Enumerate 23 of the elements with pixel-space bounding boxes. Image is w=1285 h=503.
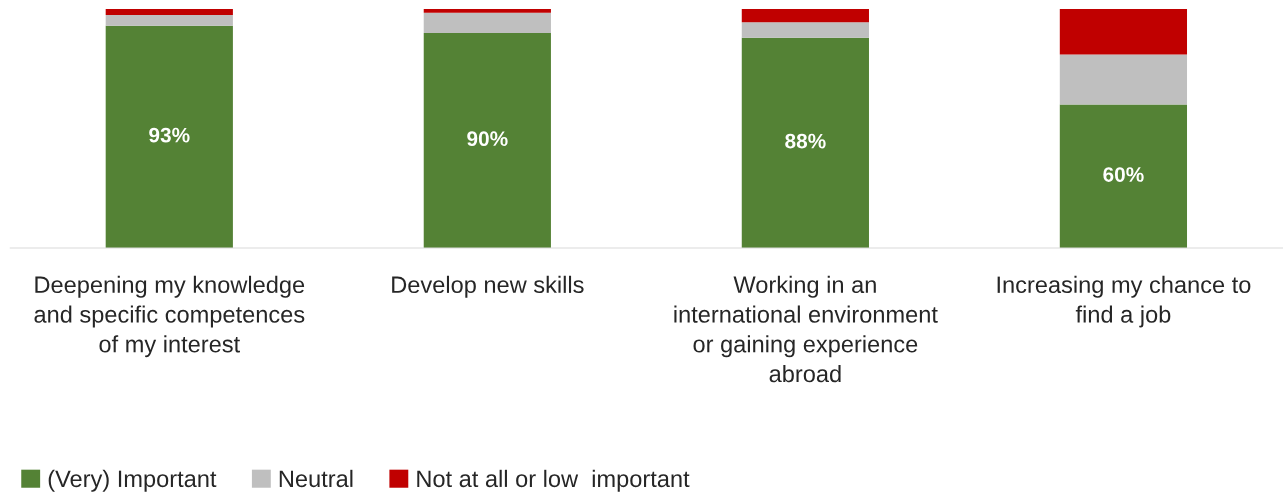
x-tick-label: Deepening my knowledge and specific competences of my interest — [34, 275, 305, 358]
bar — [423, 9, 551, 13]
legend-label: Neutral — [279, 469, 353, 488]
bar — [423, 12, 551, 33]
data-label: 93% — [149, 127, 190, 143]
x-tick-label: Working in an international environment or gaining experience abroad — [674, 275, 938, 383]
bar — [1059, 54, 1188, 105]
bar — [105, 15, 233, 26]
bar — [741, 22, 869, 38]
bar — [423, 32, 551, 248]
data-label: 90% — [467, 131, 508, 147]
data-label: 60% — [1103, 167, 1144, 182]
data-label: 88% — [785, 133, 826, 149]
x-tick-label: Increasing my chance to find a job — [997, 275, 1251, 328]
bar — [105, 9, 233, 16]
bar — [741, 9, 869, 23]
bar — [1059, 104, 1188, 248]
bar — [105, 25, 233, 248]
x-tick-label: Develop new skills — [392, 275, 584, 298]
bar — [1059, 9, 1188, 55]
bar — [741, 37, 869, 248]
legend-label: Not at all or low important — [417, 469, 690, 492]
legend-label: (Very) Important — [48, 469, 217, 492]
